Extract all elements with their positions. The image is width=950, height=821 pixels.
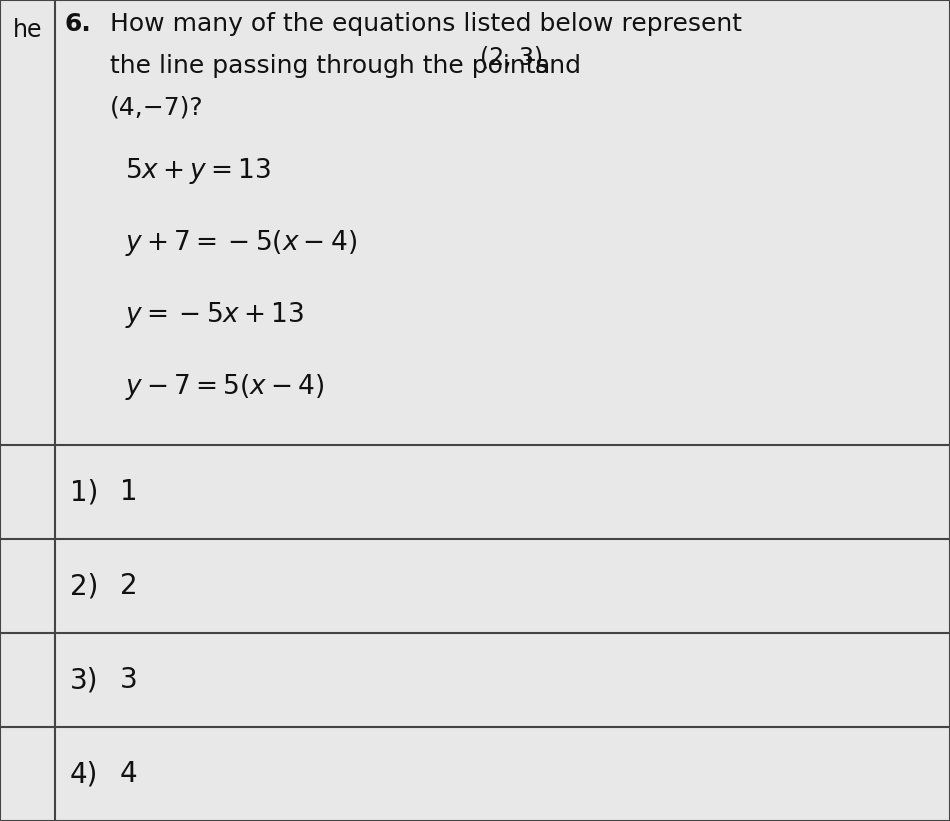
Text: $y=-5x+13$: $y=-5x+13$ [125,300,304,330]
Text: 2): 2) [70,572,99,600]
Text: 3: 3 [120,666,138,694]
Text: 3): 3) [70,666,99,694]
Text: 4): 4) [70,760,99,788]
Text: and: and [534,54,581,78]
Text: he: he [12,18,42,42]
Text: $y-7=5(x-4)$: $y-7=5(x-4)$ [125,372,325,402]
Text: How many of the equations listed below represent: How many of the equations listed below r… [110,12,742,36]
Text: 1: 1 [120,478,138,506]
Text: $5x+y=13$: $5x+y=13$ [125,156,271,186]
Text: the line passing through the points: the line passing through the points [110,54,557,78]
Text: 1): 1) [70,478,99,506]
Text: $y+7=-5(x-4)$: $y+7=-5(x-4)$ [125,228,357,258]
Text: 4: 4 [120,760,138,788]
Text: (2, 3): (2, 3) [480,46,543,70]
Text: 2: 2 [120,572,138,600]
Text: 6.: 6. [65,12,92,36]
Text: (4,−7)?: (4,−7)? [110,96,203,120]
